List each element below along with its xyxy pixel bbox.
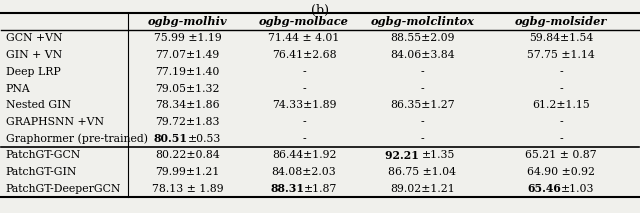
Text: -: -: [559, 134, 563, 144]
Text: 64.90 ±0.92: 64.90 ±0.92: [527, 167, 595, 177]
Text: 61.2±1.15: 61.2±1.15: [532, 100, 590, 110]
Text: 74.33±1.89: 74.33±1.89: [272, 100, 336, 110]
Text: 84.08±2.03: 84.08±2.03: [271, 167, 337, 177]
Text: 80.51: 80.51: [154, 133, 188, 144]
Text: 78.34±1.86: 78.34±1.86: [155, 100, 220, 110]
Text: 86.35±1.27: 86.35±1.27: [390, 100, 454, 110]
Text: -: -: [420, 84, 424, 94]
Text: ogbg-molhiv: ogbg-molhiv: [148, 16, 227, 27]
Text: PatchGT-GCN: PatchGT-GCN: [6, 151, 81, 160]
Text: 88.31: 88.31: [270, 183, 304, 194]
Text: ±1.03: ±1.03: [561, 184, 595, 194]
Text: 65.46: 65.46: [527, 183, 561, 194]
Text: -: -: [302, 84, 306, 94]
Text: 86.44±1.92: 86.44±1.92: [272, 151, 336, 160]
Text: GIN + VN: GIN + VN: [6, 50, 62, 60]
Text: 65.21 ± 0.87: 65.21 ± 0.87: [525, 151, 597, 160]
Text: ogbg-molclintox: ogbg-molclintox: [371, 16, 474, 27]
Text: ±1.35: ±1.35: [422, 151, 456, 160]
Text: -: -: [559, 67, 563, 77]
Text: 79.72±1.83: 79.72±1.83: [156, 117, 220, 127]
Text: -: -: [559, 117, 563, 127]
Text: Graphormer (pre-trained): Graphormer (pre-trained): [6, 134, 148, 144]
Text: 89.02±1.21: 89.02±1.21: [390, 184, 454, 194]
Text: ogbg-molsider: ogbg-molsider: [515, 16, 607, 27]
Text: 80.22±0.84: 80.22±0.84: [155, 151, 220, 160]
Text: 76.41±2.68: 76.41±2.68: [272, 50, 337, 60]
Text: -: -: [302, 117, 306, 127]
Text: Deep LRP: Deep LRP: [6, 67, 61, 77]
Text: PNA: PNA: [6, 84, 31, 94]
Text: ogbg-molbace: ogbg-molbace: [259, 16, 349, 27]
Text: 59.84±1.54: 59.84±1.54: [529, 33, 593, 43]
Text: 77.07±1.49: 77.07±1.49: [156, 50, 220, 60]
Text: -: -: [559, 84, 563, 94]
Text: -: -: [302, 67, 306, 77]
Text: 88.55±2.09: 88.55±2.09: [390, 33, 454, 43]
Text: 75.99 ±1.19: 75.99 ±1.19: [154, 33, 221, 43]
Text: Nested GIN: Nested GIN: [6, 100, 71, 110]
Text: (b): (b): [311, 4, 329, 17]
Text: GRAPHSNN +VN: GRAPHSNN +VN: [6, 117, 104, 127]
Text: 86.75 ±1.04: 86.75 ±1.04: [388, 167, 456, 177]
Text: -: -: [420, 67, 424, 77]
Text: -: -: [302, 134, 306, 144]
Text: PatchGT-GIN: PatchGT-GIN: [6, 167, 77, 177]
Text: 92.21: 92.21: [385, 150, 422, 161]
Text: 78.13 ± 1.89: 78.13 ± 1.89: [152, 184, 223, 194]
Text: 57.75 ±1.14: 57.75 ±1.14: [527, 50, 595, 60]
Text: -: -: [420, 117, 424, 127]
Text: PatchGT-DeeperGCN: PatchGT-DeeperGCN: [6, 184, 121, 194]
Text: 77.19±1.40: 77.19±1.40: [156, 67, 220, 77]
Text: 79.99±1.21: 79.99±1.21: [156, 167, 220, 177]
Text: -: -: [420, 134, 424, 144]
Text: 84.06±3.84: 84.06±3.84: [390, 50, 454, 60]
Text: 79.05±1.32: 79.05±1.32: [156, 84, 220, 94]
Text: ±0.53: ±0.53: [188, 134, 221, 144]
Text: 71.44 ± 4.01: 71.44 ± 4.01: [268, 33, 340, 43]
Text: ±1.87: ±1.87: [304, 184, 337, 194]
Text: GCN +VN: GCN +VN: [6, 33, 62, 43]
